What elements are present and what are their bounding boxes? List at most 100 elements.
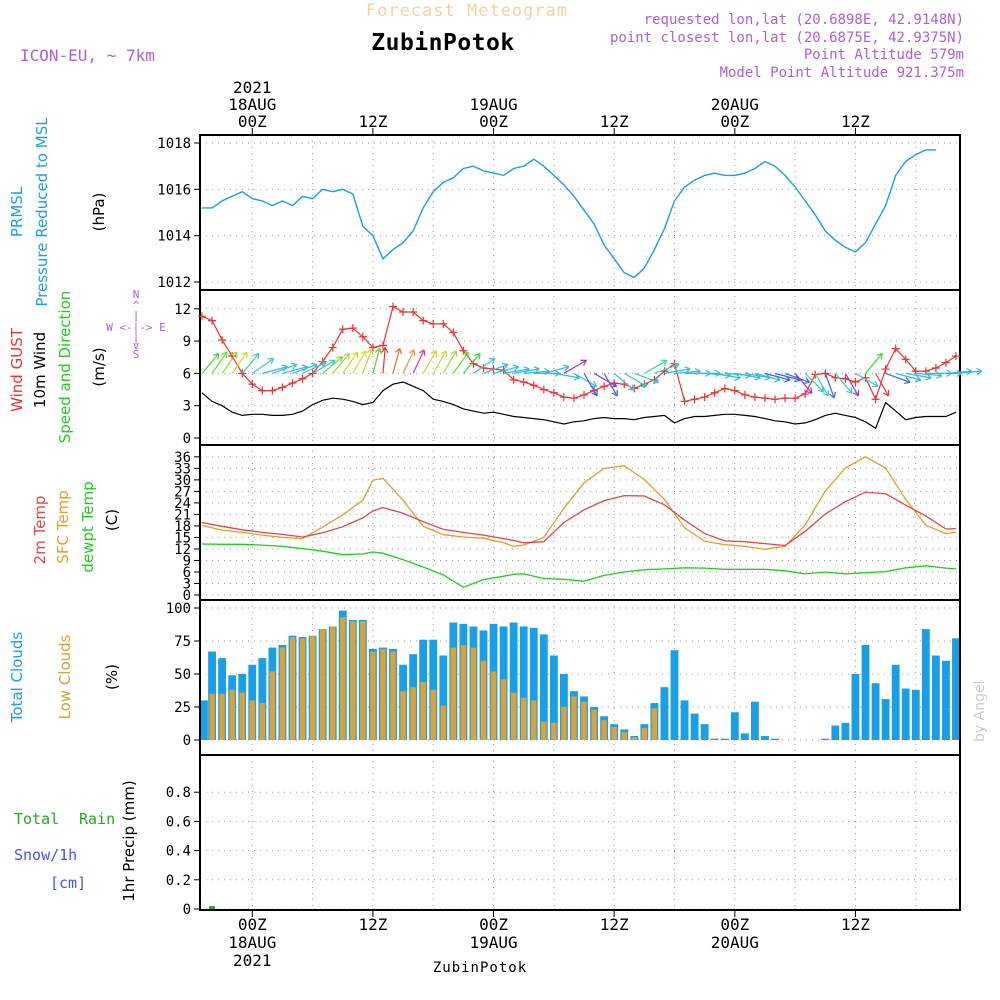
total-cloud-bar <box>529 627 538 740</box>
wind-barb-head <box>212 352 220 360</box>
y-tick-label: 0.4 <box>166 844 191 860</box>
total-cloud-bar <box>740 733 749 740</box>
gust-marker <box>348 324 357 333</box>
wind-barb <box>875 373 890 397</box>
y-tick-label: 6 <box>183 366 191 382</box>
top-year-label: 2021 <box>233 78 272 97</box>
wind-barb-shaft <box>272 363 298 374</box>
y-tick-label: 0.8 <box>166 785 191 801</box>
wind-barb-shaft <box>804 372 824 393</box>
y-tick-label: 50 <box>174 667 191 683</box>
wind-barb-head <box>976 367 983 376</box>
wind-barb-shaft <box>432 350 447 374</box>
wind-barb-head <box>253 352 260 360</box>
wind-barb-shaft <box>322 356 343 374</box>
total-cloud-bar <box>931 655 940 740</box>
gust-marker <box>198 312 207 321</box>
wind-barb-shaft <box>583 373 598 397</box>
low-cloud-bar <box>611 726 617 740</box>
wind-barb <box>844 373 860 397</box>
temp-label: 2m Temp SFC Temp dewpt Temp (C) <box>31 481 121 572</box>
wind-barb <box>211 351 228 374</box>
credit: by Angel <box>972 681 988 742</box>
wind-barb-shaft <box>513 368 540 374</box>
y-tick-label: 9 <box>183 553 191 569</box>
total-cloud-bar <box>539 634 548 740</box>
compass-arrow-up: ^ <box>133 299 140 312</box>
low-cloud-bar <box>450 647 457 740</box>
gust-marker <box>439 319 448 328</box>
gust-marker <box>740 390 749 399</box>
gust-marker <box>248 380 257 389</box>
wind-barb <box>352 350 367 374</box>
total-cloud-bar <box>861 644 870 740</box>
wind-barb-head <box>336 356 344 363</box>
wind-barb-head <box>871 380 879 388</box>
bottom-tick-label: 12Z <box>600 915 629 934</box>
wind-barb-shaft <box>644 359 668 374</box>
precip-label: Total Rain Snow/1h [cm] 1hr Precip (mm) <box>14 780 138 901</box>
wind-barb <box>412 349 426 374</box>
gust-marker <box>750 393 759 402</box>
low-cloud-bar <box>510 692 517 740</box>
wind-barb-head <box>418 349 426 356</box>
wind-gust-label: Wind GUST <box>8 327 26 412</box>
wind-barb-shaft <box>332 353 350 374</box>
sfc-temp-line <box>201 456 957 550</box>
low-cloud-bar <box>520 697 527 740</box>
bottom-date-label: 19AUG <box>469 933 517 952</box>
wind-barb <box>362 348 374 374</box>
low-cloud-bar <box>249 700 256 740</box>
total-cloud-bar <box>952 638 960 740</box>
wind-barb-shaft <box>774 372 801 381</box>
wind-barb <box>895 372 922 383</box>
low-cloud-bar <box>219 693 225 740</box>
bottom-tick-label: 00Z <box>720 915 749 934</box>
gust-marker <box>881 365 890 374</box>
panel-frame <box>199 754 961 911</box>
wind-barb-shaft <box>814 373 829 397</box>
y-tick-label: 24 <box>174 496 191 512</box>
requested-coords: requested lon,lat (20.6898E, 42.9148N) <box>644 12 964 28</box>
wind-barb-shaft <box>885 372 911 383</box>
bottom-date-label: 20AUG <box>711 933 759 952</box>
gust-marker <box>298 374 307 383</box>
total-cloud-bar <box>831 725 840 740</box>
gust-line <box>201 305 957 403</box>
temp-units: (C) <box>103 509 121 531</box>
wind-barb-head <box>803 377 810 385</box>
panel-wind: 0 3 6 9 12 <box>174 289 983 447</box>
low-cloud-bar <box>410 687 416 740</box>
low-cloud-bar <box>269 671 276 740</box>
total-cloud-bar <box>549 655 558 740</box>
wind-barb-head <box>366 348 374 355</box>
gust-marker <box>559 393 568 402</box>
compass-n: N <box>133 288 140 301</box>
total-cloud-bar <box>771 738 779 740</box>
wind-units: (m/s) <box>90 347 108 386</box>
wind-barb <box>462 352 481 374</box>
wind-barb-shaft <box>955 370 982 374</box>
wind-barb-shaft <box>784 372 810 383</box>
clouds-units: (%) <box>103 664 121 690</box>
wind-barb-head <box>611 389 618 397</box>
top-tick-label: 12Z <box>841 112 870 131</box>
wind-barb-shaft <box>945 370 972 374</box>
gust-marker <box>549 388 558 397</box>
low-cloud-bar <box>209 693 215 740</box>
low-cloud-bar <box>490 671 497 740</box>
gust-marker <box>941 358 950 367</box>
wind-barb <box>623 372 648 388</box>
wind-barb-shaft <box>855 372 879 387</box>
wind-barb-shaft <box>895 372 921 381</box>
bottom-tick-label: 12Z <box>358 915 387 934</box>
wind-barb <box>654 362 680 374</box>
wind-barb-head <box>267 357 275 365</box>
wind-barb-shaft <box>452 351 469 374</box>
total-cloud-bar <box>700 724 709 740</box>
wind-barb <box>241 352 260 374</box>
wind-barb-shaft <box>875 373 890 397</box>
compass-s: S <box>133 348 140 361</box>
wind-barb-shaft <box>543 366 570 374</box>
